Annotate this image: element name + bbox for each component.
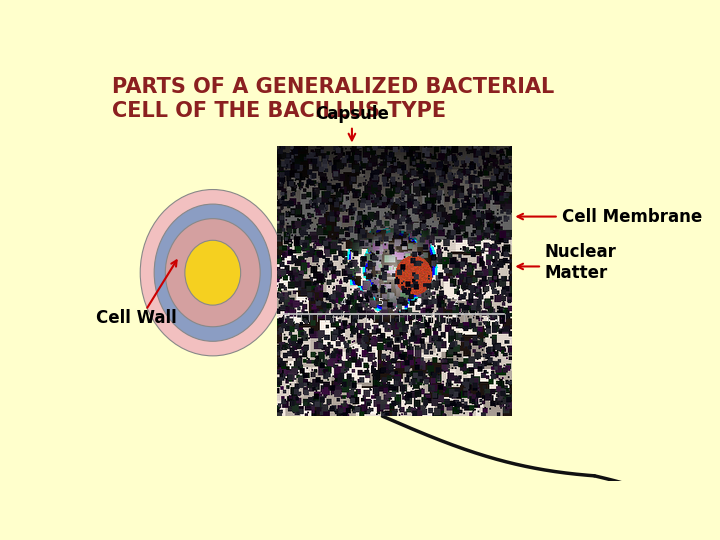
- Text: Cell Wall: Cell Wall: [96, 309, 176, 327]
- Ellipse shape: [185, 240, 240, 305]
- Ellipse shape: [166, 219, 260, 327]
- Ellipse shape: [154, 204, 271, 341]
- Text: PARTS OF A GENERALIZED BACTERIAL
CELL OF THE BACILLUS TYPE: PARTS OF A GENERALIZED BACTERIAL CELL OF…: [112, 77, 554, 122]
- Ellipse shape: [140, 190, 285, 356]
- Text: Nuclear
Matter: Nuclear Matter: [545, 243, 616, 282]
- Text: Capsule: Capsule: [315, 105, 389, 140]
- Text: Cell Membrane: Cell Membrane: [562, 207, 702, 226]
